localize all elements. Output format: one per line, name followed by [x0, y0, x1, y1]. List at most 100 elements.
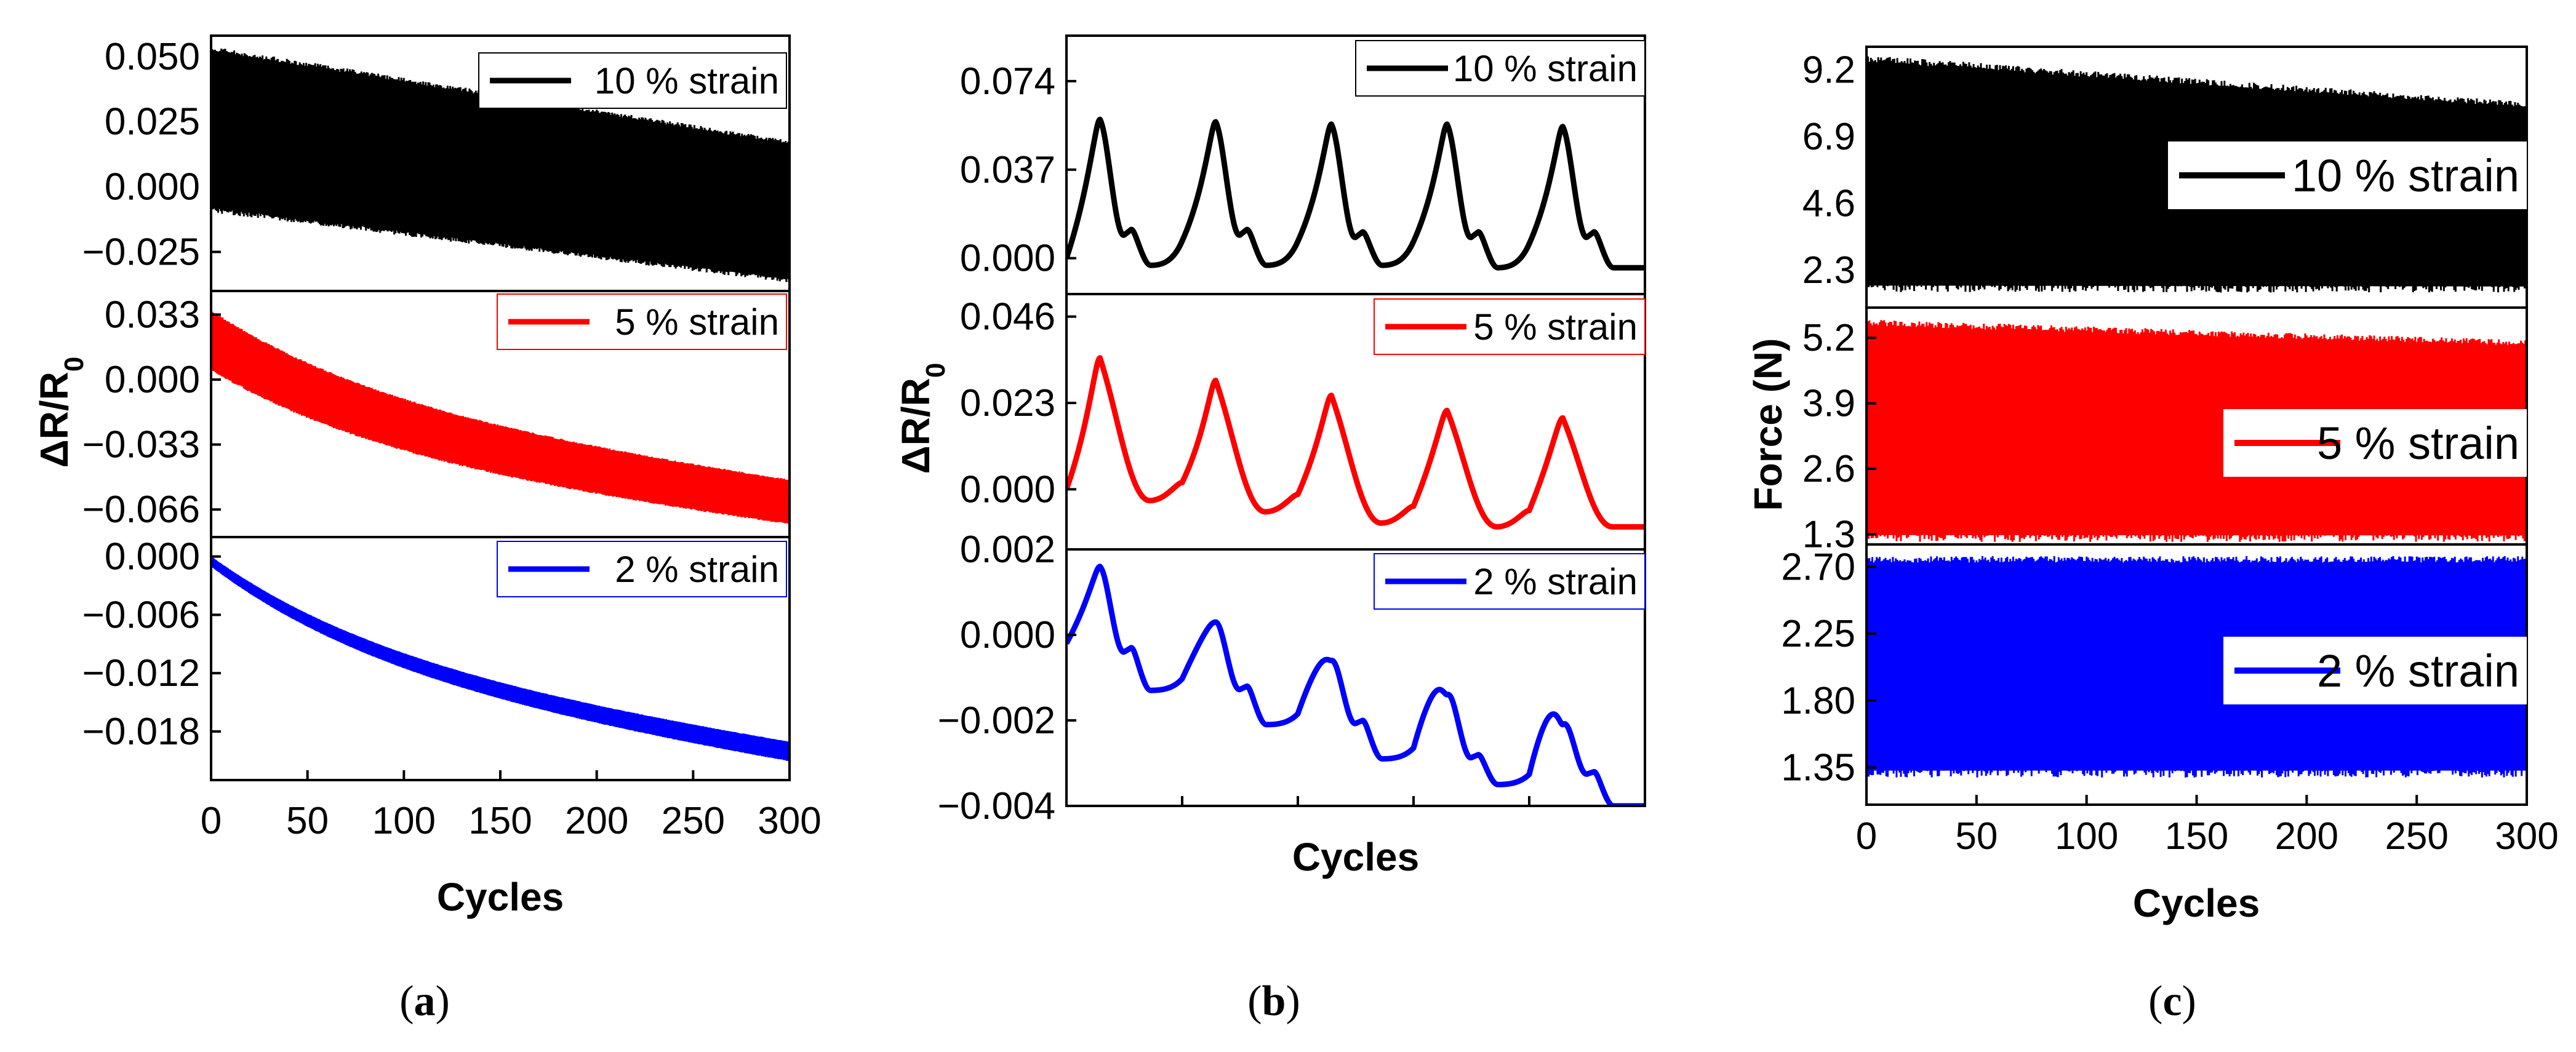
y-tick-label: 2.25	[1781, 613, 1855, 655]
y-tick-label: 0.050	[105, 36, 200, 78]
panel-caption: (c)	[2148, 978, 2196, 1025]
plot-area	[1866, 556, 2527, 778]
y-tick-label: 0.033	[105, 293, 200, 336]
x-tick-label: 100	[372, 800, 436, 842]
panel-c-1: 9.2 6.9 4.6 2.3 10 % strain	[1802, 46, 2528, 309]
chart-b: 0.074 0.037 0.000 10 % strain 0.046 0.023 0.00…	[894, 34, 1646, 1025]
caption-open: (	[399, 978, 414, 1025]
series-band-10-strain	[1866, 56, 2527, 293]
y-tick-label: 9.2	[1802, 49, 1855, 92]
panel-frame	[1065, 548, 1646, 807]
series-envelope-5-strain	[211, 311, 790, 523]
y-tick-label: −0.033	[82, 424, 200, 466]
y-tick-label: 0.074	[960, 60, 1055, 103]
caption-close: )	[2182, 978, 2196, 1025]
legend-5-strain: 5 % strain	[497, 293, 787, 350]
panel-b-2: 0.046 0.023 0.000 5 % strain	[960, 293, 1646, 551]
y-axis-title-main: ΔR/R	[894, 378, 938, 474]
panel-b-1: 0.074 0.037 0.000 10 % strain	[960, 34, 1646, 295]
x-tick-label: 50	[286, 800, 329, 842]
y-tick-label: 0.000	[960, 468, 1055, 511]
y-tick-label: 5.2	[1802, 317, 1855, 359]
y-tick-label: −0.004	[938, 785, 1055, 827]
y-tick-label: 0.000	[960, 614, 1055, 656]
panel-caption: (a)	[399, 978, 450, 1025]
plot-area	[1066, 116, 1645, 271]
series-line-2-strain	[1066, 564, 1645, 806]
y-tick-label: −0.018	[82, 711, 200, 753]
y-tick-label: 2.6	[1802, 448, 1855, 490]
x-tick-label: 250	[2385, 815, 2448, 858]
legend-label: 10 % strain	[1453, 48, 1638, 89]
caption-open: (	[2148, 978, 2162, 1025]
series-band-2-strain	[211, 556, 790, 761]
caption-close: )	[436, 978, 450, 1025]
y-tick-label: 2.70	[1781, 546, 1855, 588]
legend-label: 2 % strain	[615, 549, 779, 590]
y-tick-label: 1.3	[1802, 514, 1855, 556]
y-tick-label: 1.35	[1781, 747, 1855, 789]
y-tick-label: 3.9	[1802, 383, 1855, 425]
legend-10-strain: 10 % strain	[478, 52, 787, 109]
y-tick-label: 0.023	[960, 382, 1055, 424]
chart-a: 0.050 0.025 0.000 −0.025 10 % strain 0.033 0.0…	[32, 34, 822, 1025]
chart-c: 9.2 6.9 4.6 2.3 10 % strain 5.2 3.9 2.6 1.3 5 % s…	[1746, 46, 2559, 1025]
x-axis-title: Cycles	[2133, 881, 2260, 925]
legend-2-strain: 2 % strain	[497, 541, 787, 597]
panel-c-2: 5.2 3.9 2.6 1.3 5 % strain	[1802, 306, 2528, 556]
series-envelope-10-strain	[211, 52, 790, 278]
caption-letter: c	[2162, 978, 2182, 1025]
x-tick-label: 150	[468, 800, 532, 842]
y-tick-label: −0.002	[938, 699, 1055, 742]
x-tick-label: 200	[565, 800, 628, 842]
legend-label: 10 % strain	[2292, 150, 2519, 201]
y-tick-label: −0.025	[82, 231, 200, 273]
plot-area	[1066, 355, 1645, 530]
x-tick-label: 250	[662, 800, 725, 842]
series-envelope-2-strain	[1866, 564, 2527, 771]
plot-area	[211, 556, 790, 761]
legend-label: 2 % strain	[1473, 561, 1638, 602]
caption-close: )	[1286, 978, 1300, 1025]
x-tick-label: 200	[2275, 815, 2338, 858]
y-tick-label: 0.002	[960, 528, 1055, 571]
x-tick-label: 0	[1856, 815, 1877, 858]
x-axis-title: Cycles	[437, 875, 564, 919]
legend-label: 2 % strain	[2317, 645, 2519, 696]
series-band-5-strain	[1866, 320, 2527, 542]
x-tick-label: 300	[758, 800, 821, 842]
y-axis-title: ΔR/R0	[32, 357, 89, 468]
y-tick-label: −0.006	[82, 594, 200, 636]
y-axis-title: ΔR/R0	[894, 363, 951, 474]
plot-area	[1866, 320, 2527, 542]
legend-5-strain: 5 % strain	[2223, 409, 2527, 477]
series-envelope-2-strain	[211, 556, 790, 761]
y-axis-title: Force (N)	[1746, 338, 1790, 511]
panel-b-3: 0.002 0.000 −0.002 −0.004 2 % strain	[938, 528, 1646, 827]
y-tick-label: 1.80	[1781, 680, 1855, 722]
caption-letter: b	[1262, 978, 1286, 1025]
x-axis-title: Cycles	[1292, 835, 1419, 879]
y-axis-title-sub: 0	[921, 363, 951, 378]
y-tick-label: 6.9	[1802, 116, 1855, 158]
x-tick-label: 150	[2165, 815, 2228, 858]
x-tick-label: 0	[201, 800, 222, 842]
y-tick-label: 0.025	[105, 101, 200, 143]
plot-area	[1066, 564, 1645, 806]
legend-5-strain: 5 % strain	[1374, 298, 1646, 355]
panel-caption: (b)	[1247, 978, 1300, 1025]
y-tick-label: 0.000	[105, 536, 200, 578]
legend-10-strain: 10 % strain	[2168, 141, 2527, 209]
legend-label: 10 % strain	[594, 60, 779, 102]
series-line-10-strain	[1066, 116, 1645, 271]
legend-2-strain: 2 % strain	[2223, 637, 2527, 704]
series-band-2-strain	[1866, 556, 2527, 778]
plot-area	[211, 311, 790, 524]
series-envelope-5-strain	[1866, 327, 2527, 536]
caption-letter: a	[414, 978, 436, 1025]
legend-box	[478, 52, 787, 109]
x-tick-label: 300	[2495, 815, 2558, 858]
panel-a-3: 0.000 −0.006 −0.012 −0.018 2 % strain	[82, 536, 791, 781]
panel-a-2: 0.033 0.000 −0.033 −0.066 5 % strain	[82, 290, 791, 538]
y-tick-label: 0.000	[105, 359, 200, 401]
